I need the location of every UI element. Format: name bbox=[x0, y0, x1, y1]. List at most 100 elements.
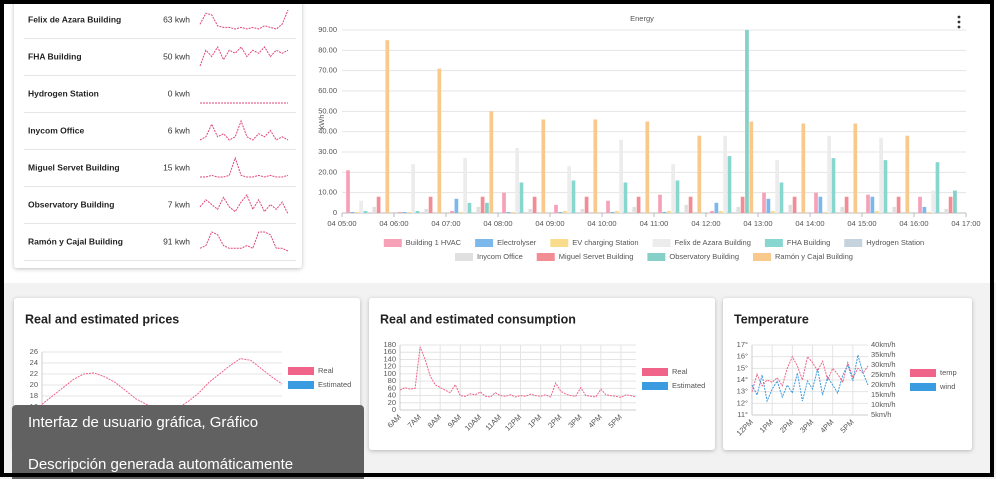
line-series bbox=[399, 346, 637, 398]
y-tick-label: 20 bbox=[30, 380, 38, 389]
bar bbox=[502, 192, 506, 213]
bar bbox=[766, 198, 771, 213]
y-tick-label: 120 bbox=[383, 362, 396, 371]
bar bbox=[831, 158, 836, 213]
y-tick-label: 22 bbox=[30, 369, 38, 378]
bar bbox=[749, 121, 754, 213]
sparkline bbox=[199, 119, 289, 141]
bar bbox=[662, 211, 667, 213]
bar bbox=[593, 119, 598, 213]
bar bbox=[827, 135, 831, 213]
y-tick-label: 140 bbox=[383, 354, 396, 363]
legend-label: Inycom Office bbox=[477, 252, 523, 261]
bar bbox=[779, 182, 784, 213]
legend-swatch bbox=[753, 253, 771, 261]
bar bbox=[359, 200, 363, 213]
bar bbox=[788, 204, 793, 213]
bar bbox=[450, 210, 454, 213]
x-tick-label: 04 14:00 bbox=[795, 219, 824, 228]
x-tick-label: 04 06:00 bbox=[379, 219, 408, 228]
legend-swatch bbox=[910, 369, 936, 377]
bar bbox=[567, 166, 571, 213]
bar bbox=[762, 192, 766, 213]
bar bbox=[636, 196, 641, 213]
bar bbox=[853, 123, 858, 213]
bar bbox=[896, 196, 901, 213]
menu-button[interactable] bbox=[957, 15, 961, 29]
bar bbox=[554, 204, 558, 213]
bar bbox=[905, 135, 910, 213]
building-reading: 91 kwh bbox=[163, 236, 190, 246]
building-reading: 7 kwh bbox=[168, 199, 190, 209]
bar bbox=[363, 210, 368, 213]
bar bbox=[424, 208, 429, 213]
bar bbox=[727, 156, 732, 213]
bar bbox=[926, 211, 931, 213]
y-tick-label: 80.00 bbox=[318, 45, 337, 54]
bar bbox=[684, 204, 689, 213]
line-series bbox=[751, 354, 869, 403]
bar bbox=[402, 211, 407, 213]
legend-label: Hydrogen Station bbox=[866, 238, 924, 247]
y2-tick-label: 35km/h bbox=[871, 350, 896, 359]
legend-swatch bbox=[455, 253, 474, 261]
legend-swatch bbox=[652, 239, 671, 247]
y-tick-label: 180 bbox=[383, 340, 396, 349]
bar bbox=[350, 211, 355, 213]
card-title: Temperature bbox=[734, 312, 809, 326]
legend-swatch bbox=[647, 253, 666, 261]
bar bbox=[770, 210, 775, 213]
legend-label: FHA Building bbox=[787, 238, 830, 247]
bar bbox=[874, 210, 879, 213]
building-reading: 50 kwh bbox=[163, 51, 190, 61]
legend-label: Estimated bbox=[672, 381, 705, 390]
y-tick-label: 0 bbox=[333, 208, 337, 217]
legend-label: Building 1 HVAC bbox=[406, 238, 462, 247]
bar bbox=[610, 211, 615, 213]
y-axis-title: kWh bbox=[317, 115, 326, 130]
x-tick-label: 04 17:00 bbox=[951, 219, 980, 228]
temperature-card bbox=[723, 298, 972, 450]
bar bbox=[870, 196, 875, 213]
building-name: Observatory Building bbox=[28, 199, 114, 209]
bar bbox=[840, 206, 845, 213]
bar bbox=[372, 206, 377, 213]
legend-label: Miguel Servet Building bbox=[559, 252, 634, 261]
legend-swatch bbox=[288, 381, 314, 389]
building-reading: 15 kwh bbox=[163, 162, 190, 172]
legend-label: EV charging Station bbox=[572, 238, 638, 247]
bar bbox=[740, 196, 745, 213]
bar bbox=[580, 208, 585, 213]
bar bbox=[485, 202, 489, 213]
y2-tick-label: 15km/h bbox=[871, 390, 896, 399]
bar bbox=[822, 211, 827, 213]
legend-label: Observatory Building bbox=[669, 252, 739, 261]
y-tick-label: 24 bbox=[30, 358, 38, 367]
y-tick-label: 18 bbox=[30, 391, 38, 400]
bar bbox=[562, 210, 567, 213]
legend-label: Felix de Azara Building bbox=[675, 238, 751, 247]
bar bbox=[935, 162, 940, 213]
x-tick-label: 04 15:00 bbox=[847, 219, 876, 228]
y-tick-label: 20.00 bbox=[318, 167, 337, 176]
bar bbox=[671, 164, 675, 213]
legend-label: Real bbox=[318, 366, 334, 375]
y-tick-label: 50.00 bbox=[318, 106, 337, 115]
legend-swatch bbox=[910, 383, 936, 391]
building-reading: 0 kwh bbox=[168, 88, 190, 98]
y-tick-label: 0 bbox=[392, 405, 396, 414]
y-tick-label: 14° bbox=[737, 375, 748, 384]
bar bbox=[398, 211, 402, 213]
bar bbox=[619, 139, 623, 213]
bar bbox=[814, 192, 818, 213]
bar bbox=[415, 210, 420, 213]
y-tick-label: 160 bbox=[383, 347, 396, 356]
bar bbox=[571, 180, 576, 213]
building-name: Miguel Servet Building bbox=[28, 162, 120, 172]
legend-swatch bbox=[642, 368, 668, 376]
y-tick-label: 80 bbox=[388, 376, 396, 385]
bar bbox=[606, 200, 610, 213]
sparkline bbox=[199, 45, 289, 67]
